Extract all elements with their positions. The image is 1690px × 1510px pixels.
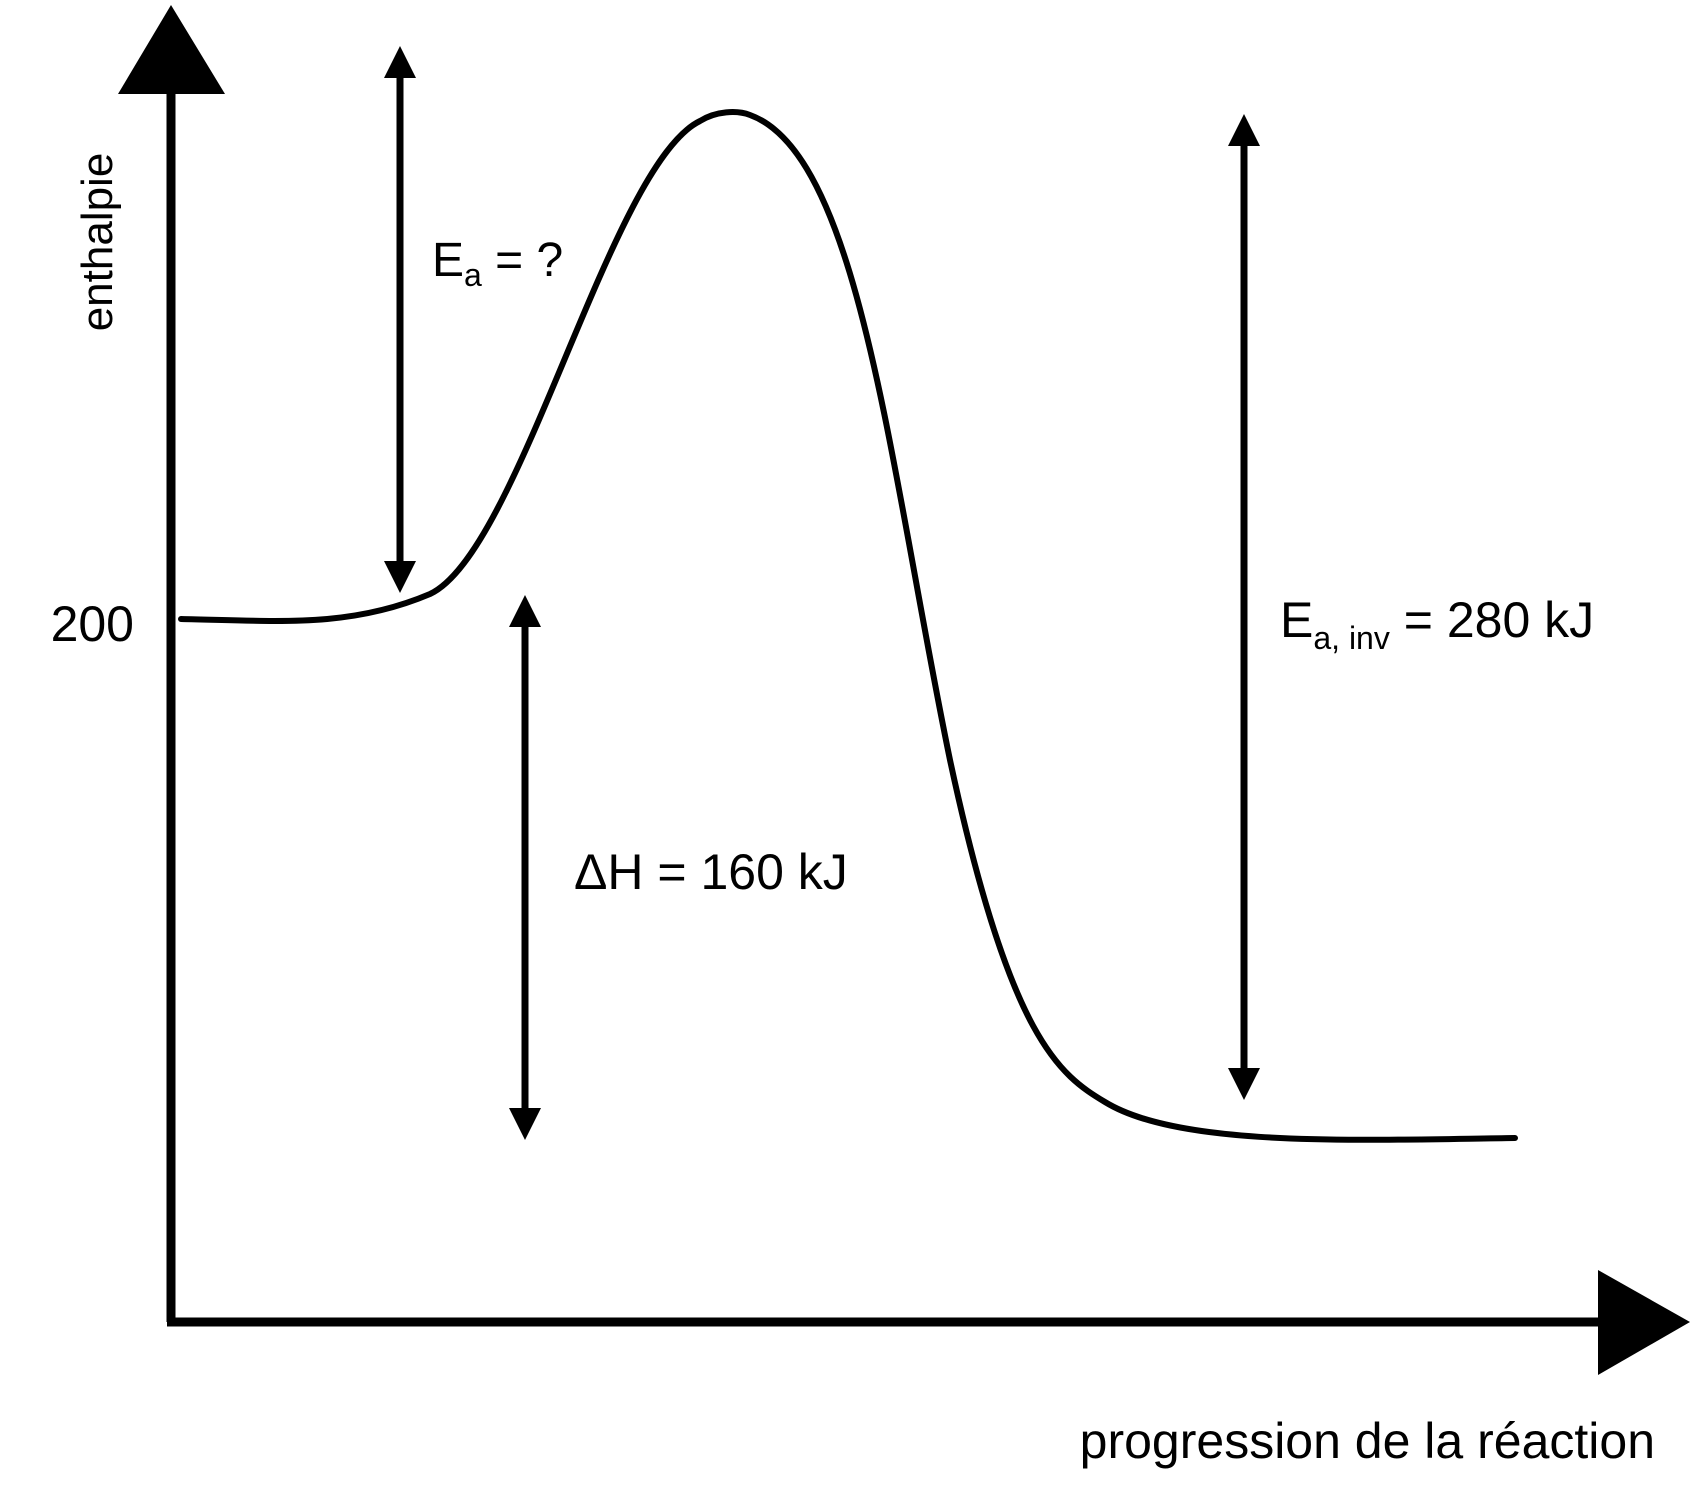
- activation-energy-value: = ?: [482, 234, 563, 287]
- enthalpy-change-label: ΔH = 160 kJ: [574, 844, 848, 900]
- activation-energy-subscript: a: [464, 257, 482, 293]
- y-axis-arrowhead: [118, 5, 225, 94]
- activation-energy-label: Ea = ?: [432, 234, 563, 293]
- reverse-activation-energy-label: Ea, inv = 280 kJ: [1280, 592, 1594, 656]
- y-axis-label: enthalpie: [73, 153, 122, 332]
- activation-energy-arrow: [384, 46, 416, 593]
- x-axis-label: progression de la réaction: [1080, 1413, 1655, 1469]
- reverse-activation-energy-arrow: [1228, 114, 1260, 1100]
- enthalpy-change-arrow: [509, 595, 541, 1140]
- reaction-energy-curve: [178, 109, 1518, 1143]
- reverse-activation-energy-value: = 280 kJ: [1390, 592, 1594, 648]
- reactant-level-label: 200: [51, 596, 134, 652]
- reverse-activation-energy-subscript: a, inv: [1313, 620, 1389, 656]
- activation-energy-symbol: E: [432, 234, 464, 287]
- reverse-activation-energy-symbol: E: [1280, 592, 1313, 648]
- x-axis-arrowhead: [1598, 1270, 1690, 1375]
